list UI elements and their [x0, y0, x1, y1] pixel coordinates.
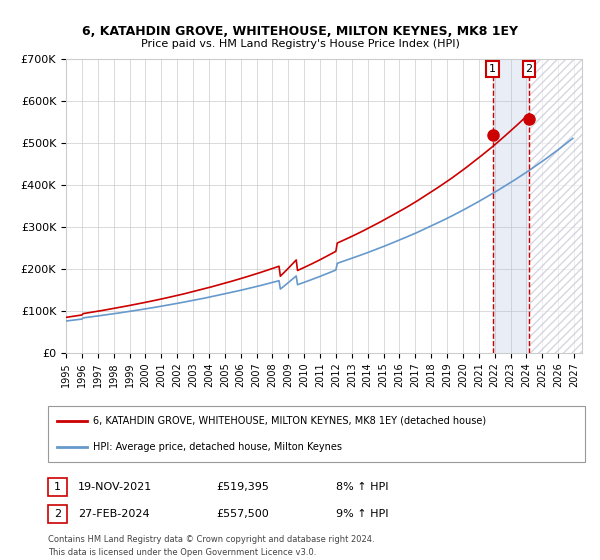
Bar [493, 59, 529, 353]
FancyBboxPatch shape [48, 406, 585, 462]
Text: 19-NOV-2021: 19-NOV-2021 [78, 482, 152, 492]
Text: £519,395: £519,395 [216, 482, 269, 492]
Text: HPI: Average price, detached house, Milton Keynes: HPI: Average price, detached house, Milt… [93, 442, 342, 452]
Text: £557,500: £557,500 [216, 509, 269, 519]
Text: 6, KATAHDIN GROVE, WHITEHOUSE, MILTON KEYNES, MK8 1EY (detached house): 6, KATAHDIN GROVE, WHITEHOUSE, MILTON KE… [93, 416, 486, 426]
Text: 9% ↑ HPI: 9% ↑ HPI [336, 509, 389, 519]
Text: 2: 2 [526, 64, 533, 74]
Text: This data is licensed under the Open Government Licence v3.0.: This data is licensed under the Open Gov… [48, 548, 316, 557]
FancyBboxPatch shape [48, 478, 67, 496]
FancyBboxPatch shape [48, 505, 67, 523]
Bar [529, 59, 582, 353]
Text: 1: 1 [489, 64, 496, 74]
Text: Price paid vs. HM Land Registry's House Price Index (HPI): Price paid vs. HM Land Registry's House … [140, 39, 460, 49]
Text: 27-FEB-2024: 27-FEB-2024 [78, 509, 149, 519]
Text: 6, KATAHDIN GROVE, WHITEHOUSE, MILTON KEYNES, MK8 1EY: 6, KATAHDIN GROVE, WHITEHOUSE, MILTON KE… [82, 25, 518, 38]
Text: Contains HM Land Registry data © Crown copyright and database right 2024.: Contains HM Land Registry data © Crown c… [48, 535, 374, 544]
Text: 2: 2 [54, 509, 61, 519]
Text: 1: 1 [54, 482, 61, 492]
Text: 8% ↑ HPI: 8% ↑ HPI [336, 482, 389, 492]
